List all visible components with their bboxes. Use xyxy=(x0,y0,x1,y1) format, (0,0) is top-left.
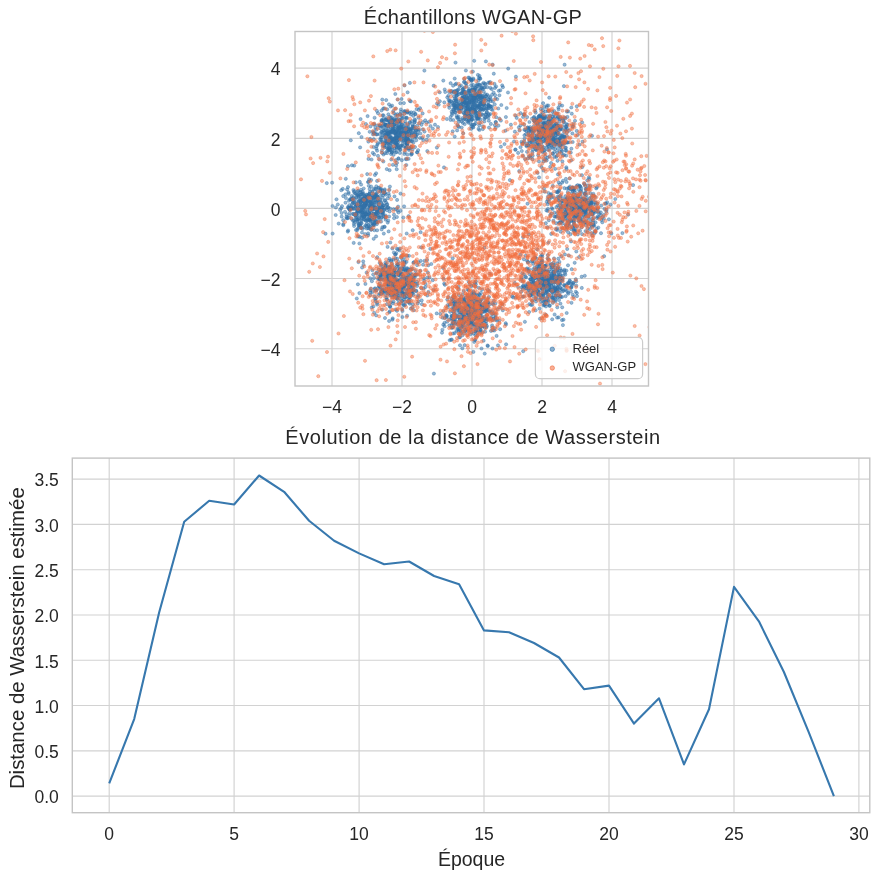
svg-text:−4: −4 xyxy=(261,340,281,360)
svg-text:Évolution de la distance de Wa: Évolution de la distance de Wasserstein xyxy=(285,426,660,448)
svg-text:1.5: 1.5 xyxy=(34,652,58,672)
svg-text:10: 10 xyxy=(349,824,369,844)
svg-text:Distance de Wasserstein estimé: Distance de Wasserstein estimée xyxy=(6,487,28,789)
svg-text:3.5: 3.5 xyxy=(34,470,58,490)
svg-text:Échantillons WGAN-GP: Échantillons WGAN-GP xyxy=(364,6,583,28)
svg-text:−2: −2 xyxy=(261,270,281,290)
svg-text:4: 4 xyxy=(607,397,617,417)
svg-text:Époque: Époque xyxy=(438,848,505,870)
svg-text:1.0: 1.0 xyxy=(34,697,59,717)
svg-text:2: 2 xyxy=(537,397,547,417)
svg-text:0.5: 0.5 xyxy=(34,742,58,762)
svg-text:2: 2 xyxy=(271,130,281,150)
svg-text:−2: −2 xyxy=(392,397,412,417)
svg-text:15: 15 xyxy=(474,824,493,844)
svg-text:20: 20 xyxy=(599,824,619,844)
svg-text:30: 30 xyxy=(849,824,869,844)
svg-text:Réel: Réel xyxy=(573,341,600,356)
svg-text:4: 4 xyxy=(271,59,281,79)
svg-text:−4: −4 xyxy=(322,397,342,417)
svg-text:2.0: 2.0 xyxy=(34,606,59,626)
svg-text:0: 0 xyxy=(271,200,281,220)
svg-text:WGAN-GP: WGAN-GP xyxy=(573,359,637,374)
svg-text:25: 25 xyxy=(724,824,743,844)
svg-text:0.0: 0.0 xyxy=(34,787,59,807)
svg-text:2.5: 2.5 xyxy=(34,561,58,581)
svg-text:3.0: 3.0 xyxy=(34,516,59,536)
svg-text:5: 5 xyxy=(229,824,239,844)
svg-text:0: 0 xyxy=(104,824,114,844)
svg-text:0: 0 xyxy=(467,397,477,417)
